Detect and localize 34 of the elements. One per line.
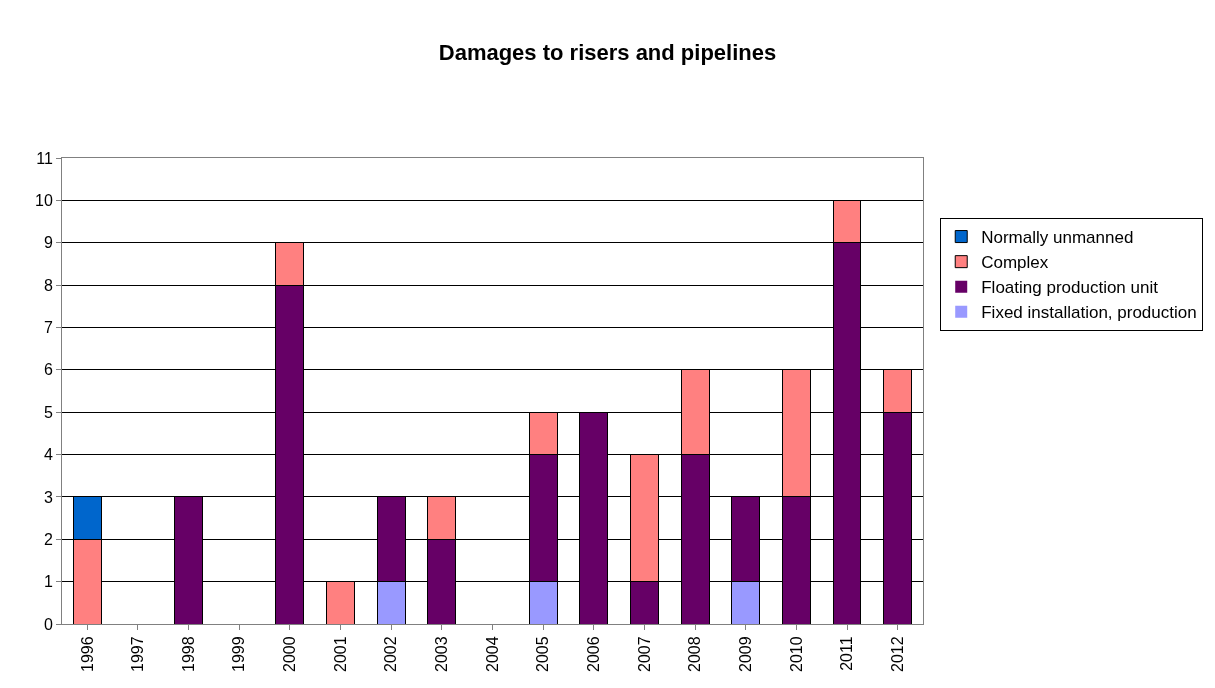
y-tick-label: 11: [36, 149, 53, 167]
x-tick-label: 1997: [129, 636, 147, 672]
y-tick-label: 7: [43, 319, 53, 337]
y-tick-label: 8: [43, 276, 53, 294]
legend-label: Normally unmanned: [981, 228, 1134, 248]
x-tick-label: 2011: [838, 636, 856, 671]
x-tick-label: 2009: [736, 636, 754, 672]
x-tick-label: 2005: [534, 636, 552, 672]
x-tick-label: 2002: [382, 636, 400, 672]
x-tick-label: 2008: [686, 636, 704, 672]
legend-label: Complex: [981, 253, 1049, 273]
x-tick-label: 2001: [331, 636, 349, 672]
legend-label: Floating production unit: [981, 278, 1159, 298]
y-tick-label: 6: [43, 361, 53, 379]
chart-title: Damages to risers and pipelines: [438, 40, 777, 66]
y-tick-label: 3: [43, 488, 53, 506]
y-tick-label: 5: [43, 403, 53, 421]
x-tick-label: 2007: [635, 636, 653, 672]
x-tick-label: 2012: [888, 636, 906, 672]
x-tick-label: 1999: [230, 636, 248, 672]
legend-label: Fixed installation, production: [981, 303, 1197, 323]
y-tick-label: 4: [43, 446, 53, 464]
x-tick-label: 2004: [483, 636, 501, 672]
y-tick-label: 10: [35, 191, 53, 209]
x-tick-label: 2006: [584, 636, 602, 672]
y-tick-label: 2: [43, 530, 53, 548]
y-tick-label: 9: [43, 234, 53, 252]
y-tick-label: 0: [43, 615, 53, 633]
x-tick-label: 2000: [281, 636, 299, 672]
x-tick-label: 2010: [787, 636, 805, 672]
x-tick-label: 1998: [179, 636, 197, 672]
x-tick-label: 1996: [78, 636, 96, 672]
y-tick-label: 1: [43, 573, 53, 591]
x-tick-label: 2003: [433, 636, 451, 672]
